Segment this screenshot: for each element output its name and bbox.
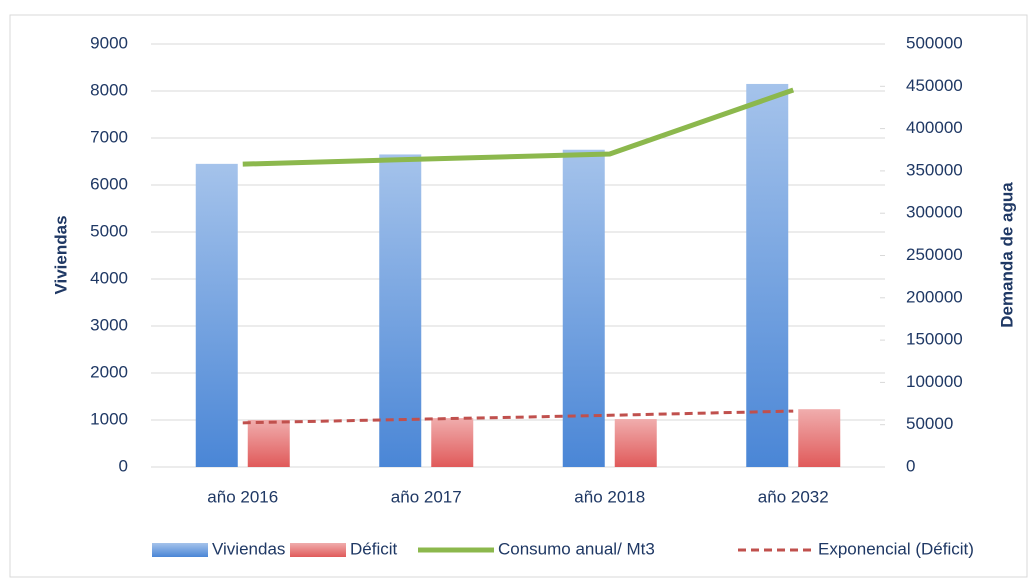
line-series xyxy=(242,87,795,167)
y2-tick-label: 0 xyxy=(906,456,915,475)
legend-swatch xyxy=(152,543,208,557)
legend-label: Déficit xyxy=(350,539,398,558)
bar xyxy=(614,419,657,467)
y-tick-label: 4000 xyxy=(90,268,128,287)
y-tick-label: 7000 xyxy=(90,127,128,146)
x-tick-label: año 2017 xyxy=(391,487,462,506)
chart-border xyxy=(9,14,1028,578)
y2-tick-label: 150000 xyxy=(906,330,963,349)
legend-swatch xyxy=(290,543,346,557)
y2-tick-label: 350000 xyxy=(906,160,963,179)
y-tick-label: 1000 xyxy=(90,409,128,428)
bar xyxy=(195,163,238,467)
y-tick-label: 0 xyxy=(119,456,128,475)
y2-tick-label: 450000 xyxy=(906,76,963,95)
line-series xyxy=(242,409,794,425)
y2-tick-label: 250000 xyxy=(906,245,963,264)
legend-label: Consumo anual/ Mt3 xyxy=(498,539,655,558)
y-tick-label: 6000 xyxy=(90,174,128,193)
y2-tick-label: 100000 xyxy=(906,372,963,391)
bar xyxy=(746,83,789,467)
y-tick-label: 2000 xyxy=(90,362,128,381)
bar xyxy=(798,409,841,467)
x-tick-label: año 2032 xyxy=(758,487,829,506)
bar xyxy=(379,154,422,467)
y2-tick-label: 500000 xyxy=(906,33,963,52)
y2-tick-label: 200000 xyxy=(906,287,963,306)
x-tick-label: año 2018 xyxy=(574,487,645,506)
bar xyxy=(562,149,605,467)
x-tick-label: año 2016 xyxy=(207,487,278,506)
legend-label: Viviendas xyxy=(212,539,285,558)
y-tick-label: 9000 xyxy=(90,33,128,52)
y2-axis-title: Demanda de agua xyxy=(997,182,1016,328)
legend-label: Exponencial (Déficit) xyxy=(818,539,974,558)
y-tick-label: 3000 xyxy=(90,315,128,334)
y2-tick-label: 300000 xyxy=(906,203,963,222)
y-axis-title: Viviendas xyxy=(51,215,70,294)
y-tick-label: 8000 xyxy=(90,80,128,99)
y-tick-label: 5000 xyxy=(90,221,128,240)
bar xyxy=(247,420,290,467)
y2-tick-label: 50000 xyxy=(906,414,953,433)
y2-tick-label: 400000 xyxy=(906,118,963,137)
bar xyxy=(431,418,474,467)
